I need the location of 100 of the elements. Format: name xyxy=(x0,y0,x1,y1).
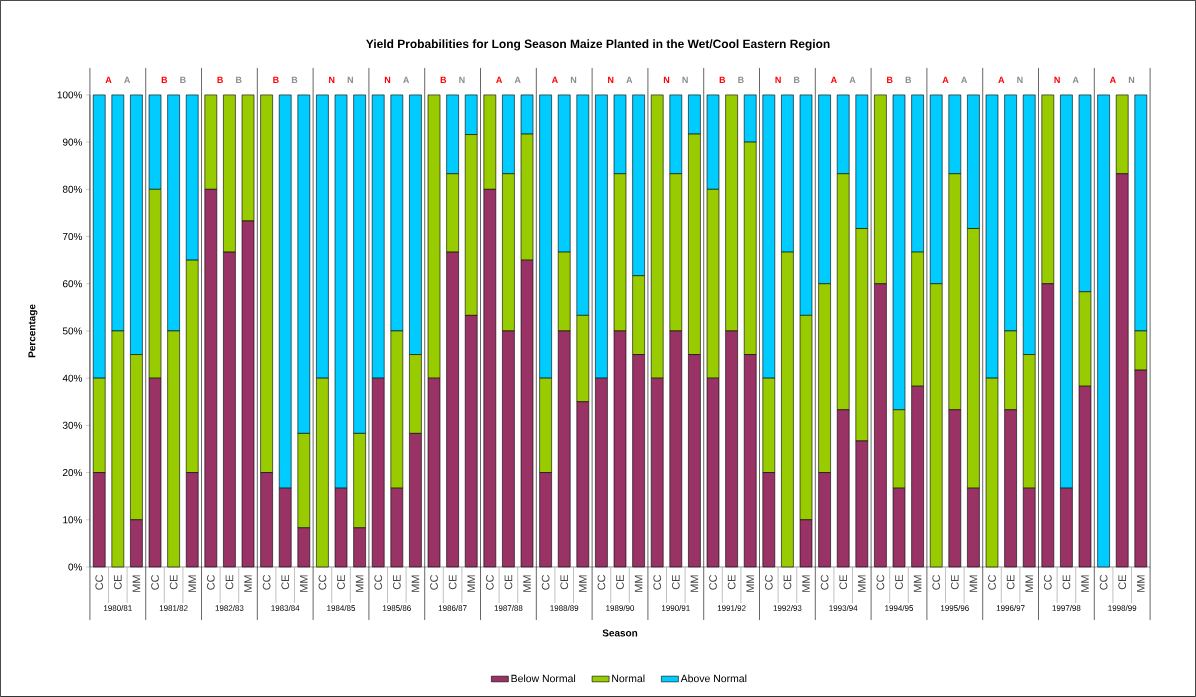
text: B xyxy=(887,76,893,84)
x-tick-label: CE xyxy=(895,575,903,590)
text: N xyxy=(1128,76,1135,84)
x-tick-label: CE xyxy=(560,575,569,590)
y-tick-label: 50% xyxy=(62,327,83,335)
text: A xyxy=(124,76,131,84)
y-tick-label: 60% xyxy=(62,280,83,288)
x-tick-label: CC xyxy=(876,574,885,590)
x-tick-label: MM xyxy=(858,575,866,592)
x-tick-label: MM xyxy=(1025,575,1033,592)
x-tick-label: MM xyxy=(913,575,922,592)
x-tick-label: MM xyxy=(467,575,475,592)
x-tick-label: CC xyxy=(318,574,327,590)
text: A xyxy=(496,76,503,84)
x-tick-label: CE xyxy=(225,575,234,590)
x-tick-label: CE xyxy=(281,575,290,590)
x-tick-label: MM xyxy=(746,575,754,592)
text: B xyxy=(719,76,726,84)
text: A xyxy=(961,76,968,84)
text: B xyxy=(440,76,447,84)
x-tick-label: CC xyxy=(262,574,271,590)
text: N xyxy=(329,76,335,84)
x-tick-label: CC xyxy=(95,574,104,590)
y-tick-label: 70% xyxy=(62,233,83,241)
x-tick-label: CC xyxy=(932,574,941,590)
text: N xyxy=(347,76,353,84)
x-tick-label: CC xyxy=(206,574,215,590)
x-tick-label: CC xyxy=(151,574,159,590)
text: B xyxy=(161,76,168,84)
y-tick-label: 20% xyxy=(62,469,83,477)
text: N xyxy=(570,76,577,84)
x-tick-label: MM xyxy=(244,575,252,592)
text: B xyxy=(738,76,744,84)
text: N xyxy=(608,76,614,84)
legend-label: Below Normal xyxy=(511,674,576,683)
text: N xyxy=(775,76,781,84)
text: N xyxy=(1054,76,1060,84)
x-tick-label: CC xyxy=(485,574,494,590)
x-tick-label: CC xyxy=(820,574,829,590)
x-tick-label: CC xyxy=(988,574,996,590)
x-tick-label: CE xyxy=(337,575,345,590)
text: N xyxy=(682,76,688,84)
x-tick-label: CE xyxy=(950,575,959,590)
x-tick-label: MM xyxy=(188,575,196,592)
legend-label: Above Normal xyxy=(680,674,747,683)
text: A xyxy=(1072,76,1079,84)
x-tick-label: MM xyxy=(634,575,643,592)
legend-label: Normal xyxy=(612,674,645,683)
x-tick-label: CE xyxy=(783,575,792,590)
x-tick-label: MM xyxy=(1081,575,1089,592)
x-tick-label: CC xyxy=(597,574,606,590)
x-tick-label: MM xyxy=(355,575,364,592)
x-tick-label: MM xyxy=(300,575,308,592)
x-tick-label: MM xyxy=(802,575,810,592)
y-tick-label: 10% xyxy=(63,516,83,524)
x-tick-label: MM xyxy=(411,575,420,592)
x-tick-label: CC xyxy=(764,574,773,590)
text: A xyxy=(942,76,949,84)
x-tick-label: CC xyxy=(1043,574,1052,590)
x-tick-label: CE xyxy=(1062,575,1071,590)
text: A xyxy=(626,76,633,84)
y-tick-label: 30% xyxy=(62,421,83,429)
x-tick-label: MM xyxy=(579,575,587,592)
x-tick-label: CC xyxy=(374,574,383,590)
text: A xyxy=(403,76,410,84)
text: B xyxy=(291,76,298,84)
x-tick-label: CE xyxy=(448,575,457,590)
x-tick-label: CC xyxy=(653,574,662,590)
x-tick-label: CC xyxy=(709,574,717,590)
y-tick-label: 80% xyxy=(62,185,83,193)
x-tick-label: CC xyxy=(1099,574,1108,590)
text: B xyxy=(180,76,186,84)
text: A xyxy=(1109,76,1116,84)
text: B xyxy=(236,76,242,84)
text: A xyxy=(105,76,112,84)
y-tick-label: 100% xyxy=(57,91,83,99)
x-tick-label: CE xyxy=(727,575,736,590)
y-tick-label: 0% xyxy=(68,563,83,571)
text: A xyxy=(551,76,558,84)
text: N xyxy=(384,76,391,84)
x-tick-label: MM xyxy=(132,575,141,592)
text: B xyxy=(905,76,912,84)
text: A xyxy=(514,76,521,84)
text: N xyxy=(1017,76,1023,84)
text: N xyxy=(663,76,670,84)
x-tick-label: MM xyxy=(1137,575,1145,592)
text: A xyxy=(830,76,837,84)
x-tick-label: CE xyxy=(113,575,122,590)
text: A xyxy=(998,76,1005,84)
x-tick-label: CE xyxy=(504,575,513,590)
y-tick-label: 90% xyxy=(62,138,83,146)
x-axis-title: Season xyxy=(602,629,638,637)
x-tick-label: CC xyxy=(541,574,550,590)
x-tick-label: CE xyxy=(169,575,178,590)
x-tick-label: CE xyxy=(839,575,848,590)
text: A xyxy=(849,76,856,84)
x-tick-label: CE xyxy=(1006,575,1015,590)
text: N xyxy=(459,76,465,84)
text: B xyxy=(217,76,223,84)
x-tick-label: MM xyxy=(690,575,699,592)
